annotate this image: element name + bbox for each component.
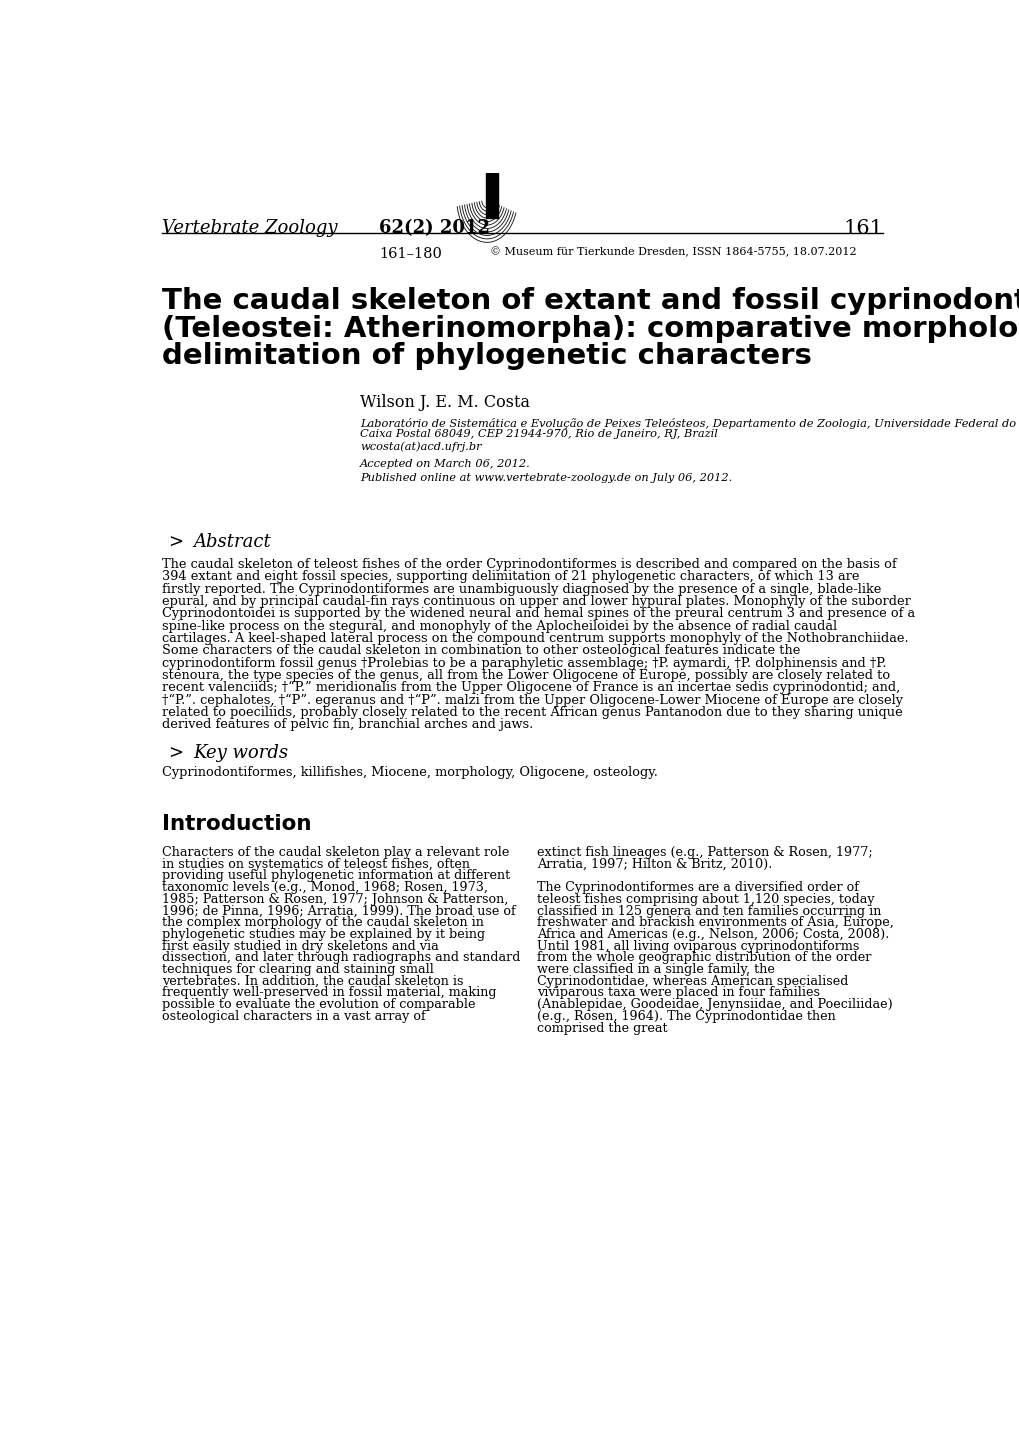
Text: 161–180: 161–180 xyxy=(379,247,442,261)
Text: Caixa Postal 68049, CEP 21944-970, Rio de Janeiro, RJ, Brazil: Caixa Postal 68049, CEP 21944-970, Rio d… xyxy=(360,430,717,440)
Text: extinct fish lineages (e.g., Patterson & Rosen, 1977;: extinct fish lineages (e.g., Patterson &… xyxy=(536,846,871,859)
Text: 62(2) 2012: 62(2) 2012 xyxy=(379,219,490,238)
Text: (Teleostei: Atherinomorpha): comparative morphology and: (Teleostei: Atherinomorpha): comparative… xyxy=(162,314,1019,343)
Text: taxonomic levels (e.g., Monod, 1968; Rosen, 1973,: taxonomic levels (e.g., Monod, 1968; Ros… xyxy=(162,881,488,894)
Text: Until 1981, all living oviparous cyprinodontiforms: Until 1981, all living oviparous cyprino… xyxy=(536,940,858,953)
Text: Some characters of the caudal skeleton in combination to other osteological feat: Some characters of the caudal skeleton i… xyxy=(162,645,800,658)
Text: 1985; Patterson & Rosen, 1977; Johnson & Patterson,: 1985; Patterson & Rosen, 1977; Johnson &… xyxy=(162,893,508,906)
Text: related to poeciliids, probably closely related to the recent African genus Pant: related to poeciliids, probably closely … xyxy=(162,707,902,720)
Text: cartilages. A keel-shaped lateral process on the compound centrum supports monop: cartilages. A keel-shaped lateral proces… xyxy=(162,632,908,645)
Text: vertebrates. In addition, the caudal skeleton is: vertebrates. In addition, the caudal ske… xyxy=(162,975,464,988)
Text: were classified in a single family, the: were classified in a single family, the xyxy=(536,963,773,976)
Text: osteological characters in a vast array of: osteological characters in a vast array … xyxy=(162,1009,426,1022)
Text: comprised the great: comprised the great xyxy=(536,1021,666,1034)
Text: Wilson J. E. M. Costa: Wilson J. E. M. Costa xyxy=(360,394,530,411)
Text: first easily studied in dry skeletons and via: first easily studied in dry skeletons an… xyxy=(162,940,439,953)
Text: Key words: Key words xyxy=(194,744,288,763)
Text: Characters of the caudal skeleton play a relevant role: Characters of the caudal skeleton play a… xyxy=(162,846,510,859)
Text: The Cyprinodontiformes are a diversified order of: The Cyprinodontiformes are a diversified… xyxy=(536,881,858,894)
Text: The caudal skeleton of extant and fossil cyprinodontiform fishes: The caudal skeleton of extant and fossil… xyxy=(162,287,1019,314)
Text: techniques for clearing and staining small: techniques for clearing and staining sma… xyxy=(162,963,434,976)
Text: the complex morphology of the caudal skeleton in: the complex morphology of the caudal ske… xyxy=(162,916,484,929)
Text: >: > xyxy=(168,744,182,763)
Text: †“P.”. cephalotes, †“P”. egeranus and †“P”. malzi from the Upper Oligocene-Lower: †“P.”. cephalotes, †“P”. egeranus and †“… xyxy=(162,694,903,707)
Text: frequently well-preserved in fossil material, making: frequently well-preserved in fossil mate… xyxy=(162,986,496,999)
Text: (Anablepidae, Goodeidae, Jenynsiidae, and Poeciliidae): (Anablepidae, Goodeidae, Jenynsiidae, an… xyxy=(536,998,892,1011)
Text: recent valenciids; †“P.” meridionalis from the Upper Oligocene of France is an i: recent valenciids; †“P.” meridionalis fr… xyxy=(162,681,900,695)
Text: Arratia, 1997; Hilton & Britz, 2010).: Arratia, 1997; Hilton & Britz, 2010). xyxy=(536,858,771,871)
Text: dissection, and later through radiographs and standard: dissection, and later through radiograph… xyxy=(162,952,521,965)
Text: The caudal skeleton of teleost fishes of the order Cyprinodontiformes is describ: The caudal skeleton of teleost fishes of… xyxy=(162,558,896,571)
Text: freshwater and brackish environments of Asia, Europe,: freshwater and brackish environments of … xyxy=(536,916,893,929)
Text: spine-like process on the stegural, and monophyly of the Aplocheiloidei by the a: spine-like process on the stegural, and … xyxy=(162,620,837,633)
Text: Cyprinodontoidei is supported by the widened neural and hemal spines of the preu: Cyprinodontoidei is supported by the wid… xyxy=(162,607,915,620)
Text: Laboratório de Sistemática e Evolução de Peixes Teleósteos, Departamento de Zool: Laboratório de Sistemática e Evolução de… xyxy=(360,418,1019,428)
Text: Published online at www.vertebrate-zoology.de on July 06, 2012.: Published online at www.vertebrate-zoolo… xyxy=(360,473,732,483)
Text: from the whole geographic distribution of the order: from the whole geographic distribution o… xyxy=(536,952,870,965)
Text: 394 extant and eight fossil species, supporting delimitation of 21 phylogenetic : 394 extant and eight fossil species, sup… xyxy=(162,571,859,584)
Text: delimitation of phylogenetic characters: delimitation of phylogenetic characters xyxy=(162,342,811,371)
Text: 1996; de Pinna, 1996; Arratia, 1999). The broad use of: 1996; de Pinna, 1996; Arratia, 1999). Th… xyxy=(162,904,516,917)
Text: Abstract: Abstract xyxy=(194,534,271,551)
Text: providing useful phylogenetic information at different: providing useful phylogenetic informatio… xyxy=(162,870,511,883)
Text: classified in 125 genera and ten families occurring in: classified in 125 genera and ten familie… xyxy=(536,904,880,917)
Text: Introduction: Introduction xyxy=(162,813,312,833)
Text: 161: 161 xyxy=(843,219,882,238)
Text: firstly reported. The Cyprinodontiformes are unambiguously diagnosed by the pres: firstly reported. The Cyprinodontiformes… xyxy=(162,583,880,596)
Text: wcosta(at)acd.ufrj.br: wcosta(at)acd.ufrj.br xyxy=(360,441,481,451)
Text: teleost fishes comprising about 1,120 species, today: teleost fishes comprising about 1,120 sp… xyxy=(536,893,873,906)
Text: © Museum für Tierkunde Dresden, ISSN 1864-5755, 18.07.2012: © Museum für Tierkunde Dresden, ISSN 186… xyxy=(490,247,856,258)
Text: phylogenetic studies may be explained by it being: phylogenetic studies may be explained by… xyxy=(162,929,485,942)
Text: stenoura, the type species of the genus, all from the Lower Oligocene of Europe,: stenoura, the type species of the genus,… xyxy=(162,669,890,682)
Text: (e.g., Rosen, 1964). The Cyprinodontidae then: (e.g., Rosen, 1964). The Cyprinodontidae… xyxy=(536,1009,835,1022)
Bar xyxy=(485,173,497,218)
Text: Vertebrate Zoology: Vertebrate Zoology xyxy=(162,219,337,238)
Text: Accepted on March 06, 2012.: Accepted on March 06, 2012. xyxy=(360,459,530,469)
Text: Cyprinodontidae, whereas American specialised: Cyprinodontidae, whereas American specia… xyxy=(536,975,847,988)
Text: cyprinodontiform fossil genus †Prolebias to be a paraphyletic assemblage; †P. ay: cyprinodontiform fossil genus †Prolebias… xyxy=(162,656,886,669)
Text: epural, and by principal caudal-fin rays continuous on upper and lower hypural p: epural, and by principal caudal-fin rays… xyxy=(162,596,910,609)
Text: derived features of pelvic fin, branchial arches and jaws.: derived features of pelvic fin, branchia… xyxy=(162,718,533,731)
Text: Cyprinodontiformes, killifishes, Miocene, morphology, Oligocene, osteology.: Cyprinodontiformes, killifishes, Miocene… xyxy=(162,766,657,779)
Text: viviparous taxa were placed in four families: viviparous taxa were placed in four fami… xyxy=(536,986,819,999)
Text: possible to evaluate the evolution of comparable: possible to evaluate the evolution of co… xyxy=(162,998,476,1011)
Text: >: > xyxy=(168,534,182,551)
Text: Africa and Americas (e.g., Nelson, 2006; Costa, 2008).: Africa and Americas (e.g., Nelson, 2006;… xyxy=(536,929,889,942)
Text: in studies on systematics of teleost fishes, often: in studies on systematics of teleost fis… xyxy=(162,858,470,871)
